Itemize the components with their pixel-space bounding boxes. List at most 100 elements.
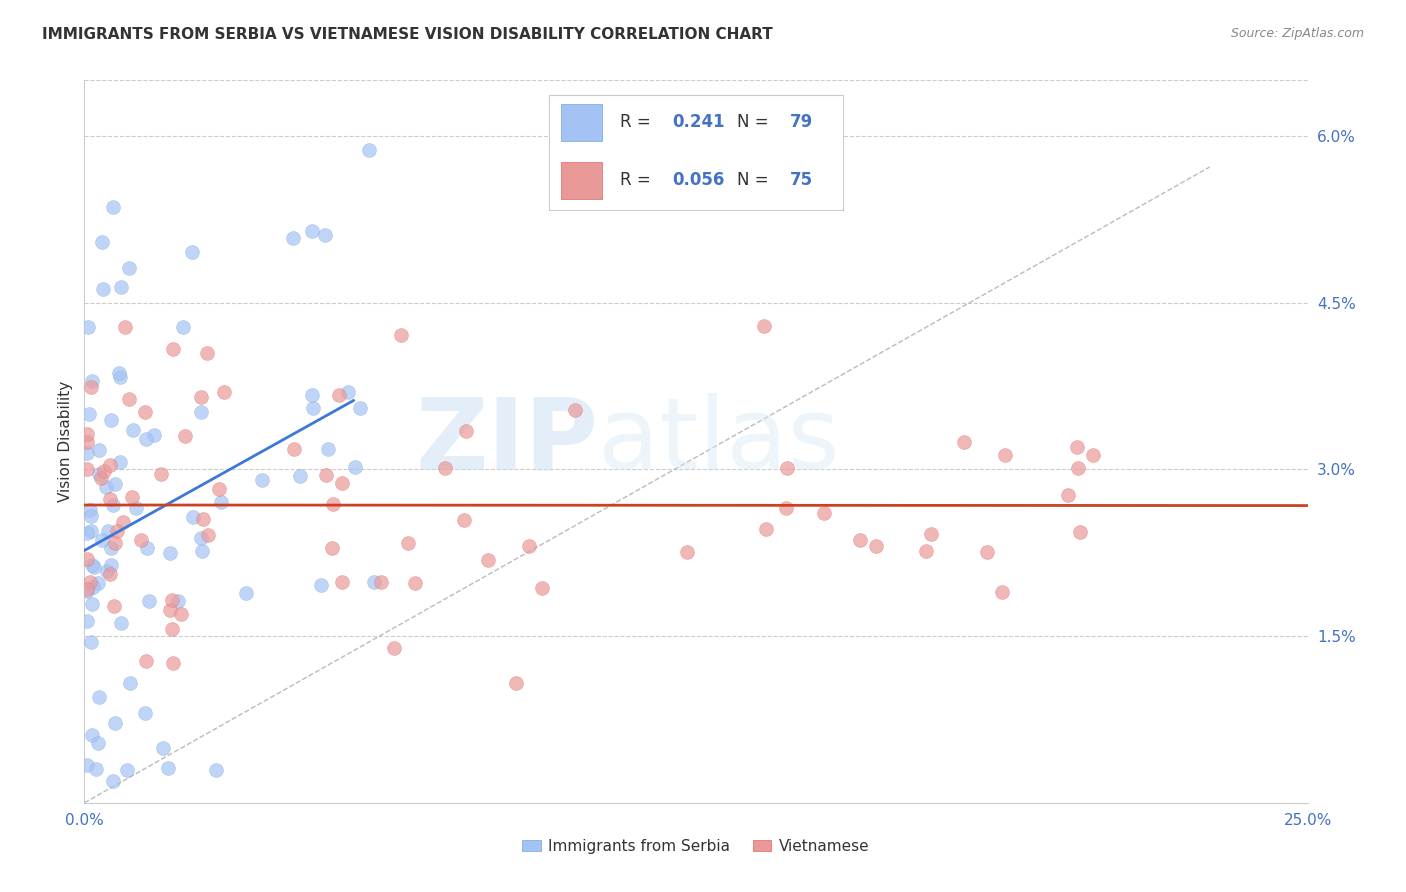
Point <box>309 578 332 592</box>
Point <box>172 319 194 334</box>
Point <box>301 388 323 402</box>
Point <box>283 231 305 245</box>
Point <box>103 599 125 613</box>
Point <box>173 429 195 443</box>
Point <box>167 594 190 608</box>
Point <box>76 552 98 566</box>
Point <box>190 404 212 418</box>
Point <box>110 369 132 384</box>
Point <box>302 401 325 415</box>
Point <box>104 476 127 491</box>
Point <box>87 467 110 482</box>
Point <box>976 544 998 558</box>
Point <box>159 603 181 617</box>
Point <box>370 575 392 590</box>
Point <box>100 541 122 556</box>
Point <box>314 227 336 242</box>
Point <box>108 455 131 469</box>
Point <box>152 741 174 756</box>
Legend: Immigrants from Serbia, Vietnamese: Immigrants from Serbia, Vietnamese <box>516 833 876 860</box>
Point <box>170 607 193 621</box>
Point <box>181 510 204 524</box>
Point <box>134 706 156 720</box>
Point <box>91 283 114 297</box>
Point <box>83 560 105 574</box>
Point <box>129 533 152 547</box>
Point <box>389 328 412 343</box>
Point <box>80 635 103 649</box>
Point <box>104 715 127 730</box>
Point <box>283 442 305 456</box>
Point <box>121 423 143 437</box>
Point <box>76 526 98 541</box>
Point <box>98 566 121 581</box>
Point <box>101 773 124 788</box>
Point <box>531 581 554 595</box>
Point <box>103 498 125 512</box>
Point <box>849 533 872 547</box>
Point <box>321 541 343 556</box>
Point <box>76 582 98 596</box>
Point <box>914 544 936 558</box>
Point <box>336 384 359 399</box>
Point <box>191 512 214 526</box>
Point <box>143 427 166 442</box>
Point <box>79 574 101 589</box>
Point <box>160 623 183 637</box>
Point <box>105 524 128 538</box>
Point <box>191 544 214 558</box>
Point <box>76 435 98 450</box>
Point <box>181 244 204 259</box>
Point <box>76 462 98 476</box>
Text: atlas: atlas <box>598 393 839 490</box>
Point <box>118 260 141 275</box>
Point <box>1057 488 1080 502</box>
Point <box>755 522 778 536</box>
Point <box>315 467 337 482</box>
Point <box>190 390 212 404</box>
Point <box>752 319 775 334</box>
Point <box>453 513 475 527</box>
Point <box>676 545 699 559</box>
Point <box>97 524 120 538</box>
Point <box>160 592 183 607</box>
Point <box>205 763 228 777</box>
Point <box>953 435 976 450</box>
Y-axis label: Vision Disability: Vision Disability <box>58 381 73 502</box>
Point <box>135 432 157 446</box>
Point <box>108 366 131 380</box>
Point <box>77 320 100 334</box>
Point <box>80 509 103 524</box>
Point <box>330 475 353 490</box>
Point <box>162 343 184 357</box>
Point <box>505 676 527 690</box>
Point <box>994 448 1017 462</box>
Text: ZIP: ZIP <box>415 393 598 490</box>
Point <box>477 553 499 567</box>
Point <box>112 515 135 529</box>
Point <box>344 460 367 475</box>
Point <box>82 580 104 594</box>
Point <box>288 469 311 483</box>
Point <box>110 280 132 294</box>
Point <box>1066 461 1088 475</box>
Point <box>80 374 103 388</box>
Point <box>920 527 942 541</box>
Point <box>359 143 381 157</box>
Point <box>82 598 104 612</box>
Point <box>96 564 118 578</box>
Point <box>349 401 371 415</box>
Point <box>80 380 103 394</box>
Point <box>149 467 172 481</box>
Point <box>76 614 98 628</box>
Point <box>76 757 98 772</box>
Point <box>1069 525 1091 540</box>
Point <box>195 345 218 359</box>
Point <box>301 224 323 238</box>
Point <box>118 676 141 690</box>
Point <box>118 392 141 406</box>
Point <box>250 474 273 488</box>
Point <box>125 501 148 516</box>
Point <box>114 320 136 334</box>
Point <box>82 728 104 742</box>
